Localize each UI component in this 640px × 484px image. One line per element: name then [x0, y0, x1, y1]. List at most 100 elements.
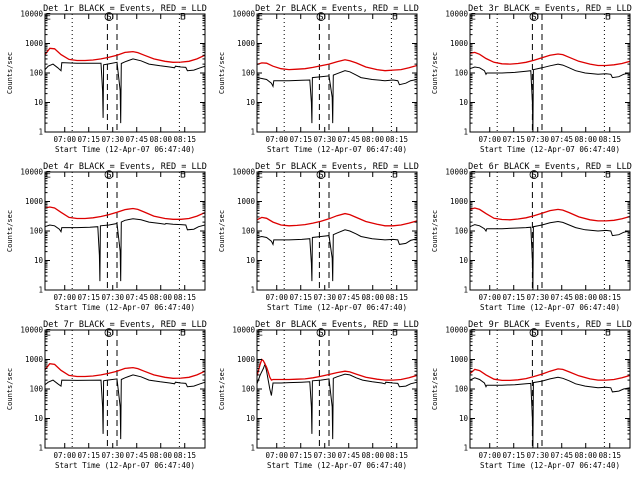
panel-7-annotation-ring-2 — [104, 328, 114, 337]
panel-9-xtick-label-4: 07:45 — [550, 451, 573, 460]
panel-6-ytick-label-10: 10 — [459, 256, 469, 265]
panel-7-xtick-label-5: 08:00 — [149, 451, 172, 460]
panel-2: Det 2r BLACK = Events, RED = LLD 1 10 100 10… — [218, 4, 419, 154]
panel-5-xtick-label-5: 08:00 — [361, 293, 384, 302]
panel-4-xtick-label-6: 08:15 — [173, 293, 196, 302]
panel-3-annotation-2: S — [531, 13, 536, 23]
panel-7-annotation-1: E — [45, 329, 50, 339]
panel-3-series-lld — [470, 51, 630, 67]
panel-6: Det 6r BLACK = Events, RED = LLD 1 10 100 10… — [431, 162, 632, 312]
panel-8-xtick-label-4: 07:45 — [337, 451, 360, 460]
panel-4-series-events — [45, 218, 205, 282]
panel-3-title: Det 3r BLACK = Events, RED = LLD — [468, 4, 632, 14]
panel-1-xtick-label-6: 08:15 — [173, 135, 196, 144]
panel-9-xtick-label-2: 07:15 — [502, 451, 525, 460]
panel-7-ytick-label-1: 1 — [38, 444, 43, 453]
panel-4-xtick-label-3: 07:30 — [101, 293, 124, 302]
panel-7-annotation-3: E — [180, 329, 185, 339]
panel-8-xtick-label-2: 07:15 — [289, 451, 312, 460]
panel-5-series-events — [257, 229, 417, 282]
panel-3-xtick-label-6: 08:15 — [598, 135, 621, 144]
panel-5-xtick-label-3: 07:30 — [313, 293, 336, 302]
panel-4-ylabel: Counts/sec — [6, 210, 14, 252]
panel-8-annotation-2: S — [318, 329, 323, 339]
panel-2-ytick-label-1: 1 — [250, 128, 255, 137]
panel-6-xtick-label-5: 08:00 — [574, 293, 597, 302]
panel-5-xtick-label-1: 07:00 — [265, 293, 288, 302]
panel-1-ytick-label-10000: 10000 — [20, 10, 43, 19]
panel-2-annotation-3: E — [392, 13, 397, 23]
panel-9-ytick-label-10000: 10000 — [445, 326, 468, 335]
panel-2-series-events — [257, 70, 417, 124]
panel-3-ytick-label-10: 10 — [459, 98, 469, 107]
panel-2-xtick-label-6: 08:15 — [385, 135, 408, 144]
panel-1-title: Det 1r BLACK = Events, RED = LLD — [43, 4, 207, 14]
panel-7-ylabel: Counts/sec — [6, 368, 14, 410]
panel-9-xtick-label-5: 08:00 — [574, 451, 597, 460]
panel-7-xtick-label-1: 07:00 — [53, 451, 76, 460]
panel-7-ytick-label-10: 10 — [34, 414, 44, 423]
panel-8-series-lld — [257, 358, 417, 381]
panel-8: Det 8r BLACK = Events, RED = LLD 1 10 100 10… — [218, 320, 419, 470]
panel-2-xtick-label-2: 07:15 — [289, 135, 312, 144]
panel-8-ytick-label-100: 100 — [241, 385, 255, 394]
panel-8-annotation-ring-2 — [316, 328, 326, 337]
panel-3-xlabel: Start Time (12-Apr-07 06:47:40) — [480, 145, 620, 154]
panel-8-ytick-label-1: 1 — [250, 444, 255, 453]
panel-1-ytick-label-10: 10 — [34, 98, 44, 107]
panel-7-series-events — [45, 374, 205, 440]
panel-1-annotation-3: E — [180, 13, 185, 23]
panel-4: Det 4r BLACK = Events, RED = LLD 1 10 100 10… — [6, 162, 207, 312]
panel-1-ytick-label-1000: 1000 — [25, 39, 44, 48]
panel-7-xtick-label-3: 07:30 — [101, 451, 124, 460]
panel-6-annotation-1: E — [470, 171, 475, 181]
panel-6-xtick-label-4: 07:45 — [550, 293, 573, 302]
panel-6-annotation-2: S — [531, 171, 536, 181]
panel-5-annotation-ring-2 — [316, 170, 326, 179]
panel-6-xtick-label-6: 08:15 — [598, 293, 621, 302]
panel-9-xtick-label-6: 08:15 — [598, 451, 621, 460]
panel-7-title: Det 7r BLACK = Events, RED = LLD — [43, 320, 207, 330]
panel-6-annotation-ring-2 — [529, 170, 539, 179]
panel-2-ytick-label-1000: 1000 — [237, 39, 256, 48]
panel-3-annotation-ring-2 — [529, 12, 539, 21]
panel-2-title: Det 2r BLACK = Events, RED = LLD — [255, 4, 419, 14]
panel-2-annotation-2: S — [318, 13, 323, 23]
panel-8-xtick-label-3: 07:30 — [313, 451, 336, 460]
panel-7-xtick-label-4: 07:45 — [125, 451, 148, 460]
panel-7-series-lld — [45, 363, 205, 379]
panel-1-xtick-label-1: 07:00 — [53, 135, 76, 144]
panel-5-xlabel: Start Time (12-Apr-07 06:47:40) — [267, 303, 407, 312]
panel-2-ylabel: Counts/sec — [218, 52, 226, 94]
panel-6-axes-frame — [469, 171, 631, 291]
panel-6-ylabel: Counts/sec — [431, 210, 439, 252]
panel-8-ytick-label-1000: 1000 — [237, 355, 256, 364]
panel-9-series-lld — [470, 368, 630, 382]
panel-9-xtick-label-3: 07:30 — [526, 451, 549, 460]
panel-9-ytick-label-1000: 1000 — [450, 355, 469, 364]
panel-3-xtick-label-4: 07:45 — [550, 135, 573, 144]
panel-4-axes-frame — [44, 171, 206, 291]
panel-5-series-lld — [257, 212, 417, 227]
panel-1-xtick-label-4: 07:45 — [125, 135, 148, 144]
panel-4-ytick-label-10: 10 — [34, 256, 44, 265]
panel-2-ytick-label-10000: 10000 — [232, 10, 255, 19]
panel-6-xtick-label-2: 07:15 — [502, 293, 525, 302]
panel-9-axes-frame — [469, 329, 631, 449]
panel-8-xtick-label-1: 07:00 — [265, 451, 288, 460]
panel-5: Det 5r BLACK = Events, RED = LLD 1 10 100 10… — [218, 162, 419, 312]
panel-3-xtick-label-1: 07:00 — [478, 135, 501, 144]
panel-4-xlabel: Start Time (12-Apr-07 06:47:40) — [55, 303, 195, 312]
panel-5-xtick-label-4: 07:45 — [337, 293, 360, 302]
panel-3-annotation-3: E — [605, 13, 610, 23]
panel-9-xlabel: Start Time (12-Apr-07 06:47:40) — [480, 461, 620, 470]
panel-9-ytick-label-1: 1 — [463, 444, 468, 453]
panel-4-ytick-label-1000: 1000 — [25, 197, 44, 206]
panel-6-series-lld — [470, 207, 630, 222]
panel-3-ytick-label-10000: 10000 — [445, 10, 468, 19]
panel-5-ylabel: Counts/sec — [218, 210, 226, 252]
panel-2-series-lld — [257, 59, 417, 72]
panel-9-annotation-3: E — [605, 329, 610, 339]
panel-2-ytick-label-10: 10 — [246, 98, 256, 107]
